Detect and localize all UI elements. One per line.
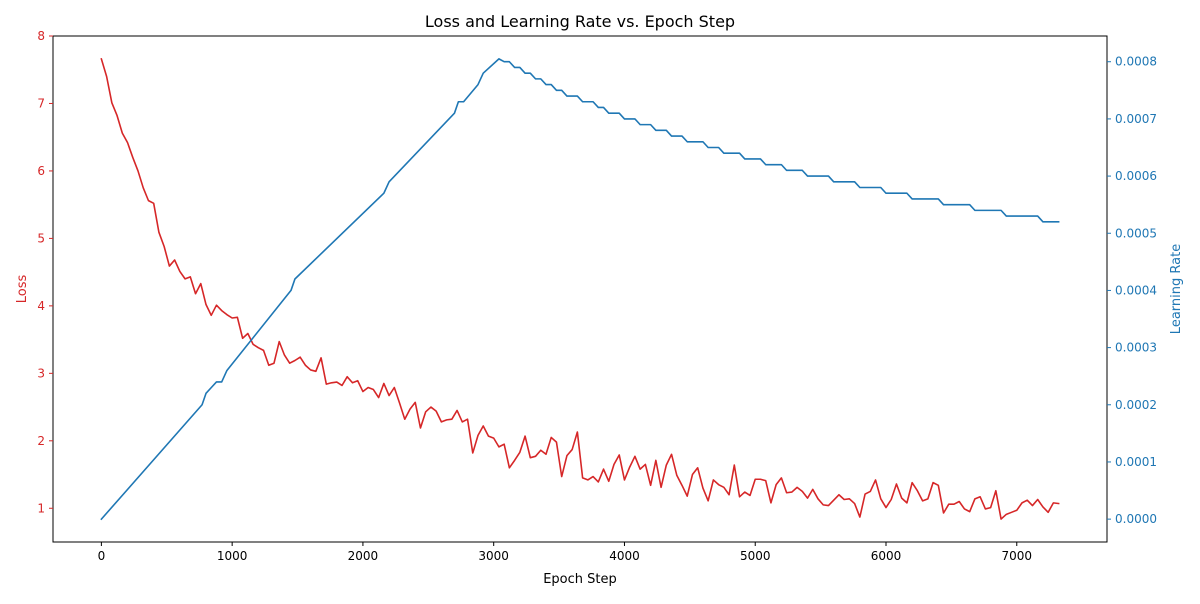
left-tick-label: 3 [37,366,45,380]
right-tick-label: 0.0005 [1115,226,1157,240]
chart-title: Loss and Learning Rate vs. Epoch Step [425,12,735,31]
loss-line [100,57,1060,520]
x-tick-label: 5000 [740,549,771,563]
x-tick-label: 2000 [348,549,379,563]
left-tick-label: 1 [37,501,45,515]
learning-rate-line [100,58,1060,521]
right-tick-label: 0.0003 [1115,341,1157,355]
right-tick-label: 0.0008 [1115,55,1157,69]
x-tick-label: 4000 [609,549,640,563]
y-axis-label-right: Learning Rate [1169,244,1184,334]
x-tick-label: 0 [98,549,106,563]
right-tick-label: 0.0002 [1115,398,1157,412]
left-tick-label: 5 [37,231,45,245]
left-tick-label: 7 [37,96,45,110]
right-tick-label: 0.0000 [1115,512,1157,526]
left-tick-label: 2 [37,434,45,448]
x-tick-label: 6000 [871,549,902,563]
x-axis-label: Epoch Step [543,572,617,587]
right-tick-label: 0.0006 [1115,169,1157,183]
right-tick-label: 0.0007 [1115,112,1157,126]
left-tick-label: 4 [37,299,45,313]
left-tick-label: 6 [37,164,45,178]
x-tick-label: 1000 [217,549,248,563]
right-tick-label: 0.0001 [1115,455,1157,469]
right-tick-label: 0.0004 [1115,283,1157,297]
y-axis-label-left: Loss [15,275,30,304]
x-tick-label: 3000 [478,549,509,563]
x-tick-label: 7000 [1001,549,1032,563]
plot-frame [52,35,1108,543]
left-tick-label: 8 [37,29,45,43]
